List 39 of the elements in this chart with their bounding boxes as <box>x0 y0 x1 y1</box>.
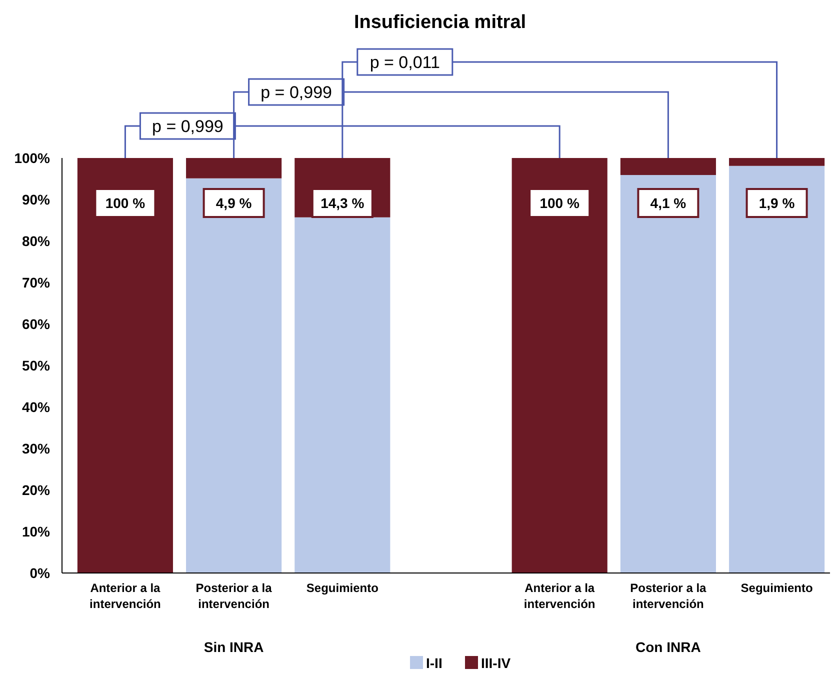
bar <box>729 166 825 573</box>
bracket: p = 0,011 <box>342 48 778 158</box>
data-label: 100 % <box>540 195 580 211</box>
x-tick-label: Posterior a la intervención <box>630 581 707 611</box>
x-tick-label: Anterior a la intervención <box>90 581 161 611</box>
y-tick-label: 80% <box>22 233 51 249</box>
data-label: 1,9 % <box>758 195 796 211</box>
bracket: p = 0,999 <box>233 78 669 158</box>
x-tick-label: Anterior a la intervención <box>524 581 596 611</box>
x-tick-label: Posterior a la intervención <box>196 581 272 611</box>
data-label: 100 % <box>105 195 146 211</box>
bar <box>77 158 173 573</box>
bar <box>186 178 282 573</box>
data-label: 4,9 % <box>216 195 252 211</box>
bracket: p = 0,999 <box>124 112 560 158</box>
y-tick-label: 60% <box>22 316 51 332</box>
chart-title: Insuficiencia mitral <box>354 12 526 33</box>
y-tick-label: 30% <box>22 440 51 456</box>
bar <box>620 158 716 176</box>
y-tick-label: 90% <box>22 192 51 208</box>
y-tick-label: 0% <box>30 565 51 581</box>
x-tick-label: Seguimiento <box>306 581 378 595</box>
bar <box>620 175 716 573</box>
y-tick-label: 70% <box>22 274 51 290</box>
bar <box>729 158 825 166</box>
text: Con INRA <box>636 639 701 655</box>
y-tick-label: 40% <box>22 399 51 415</box>
legend-label: I-II <box>426 655 442 671</box>
legend-label: III-IV <box>481 655 512 671</box>
bar <box>512 158 608 573</box>
y-tick-label: 50% <box>22 358 51 374</box>
y-tick-label: 100% <box>14 150 51 166</box>
text: Sin INRA <box>204 639 264 655</box>
y-tick-label: 10% <box>22 524 51 540</box>
data-label: 14,3 % <box>320 195 365 211</box>
y-tick-label: 20% <box>22 482 51 498</box>
bar <box>186 158 282 178</box>
x-tick-label: Seguimiento <box>740 581 813 595</box>
data-label: 4,1 % <box>650 195 687 211</box>
